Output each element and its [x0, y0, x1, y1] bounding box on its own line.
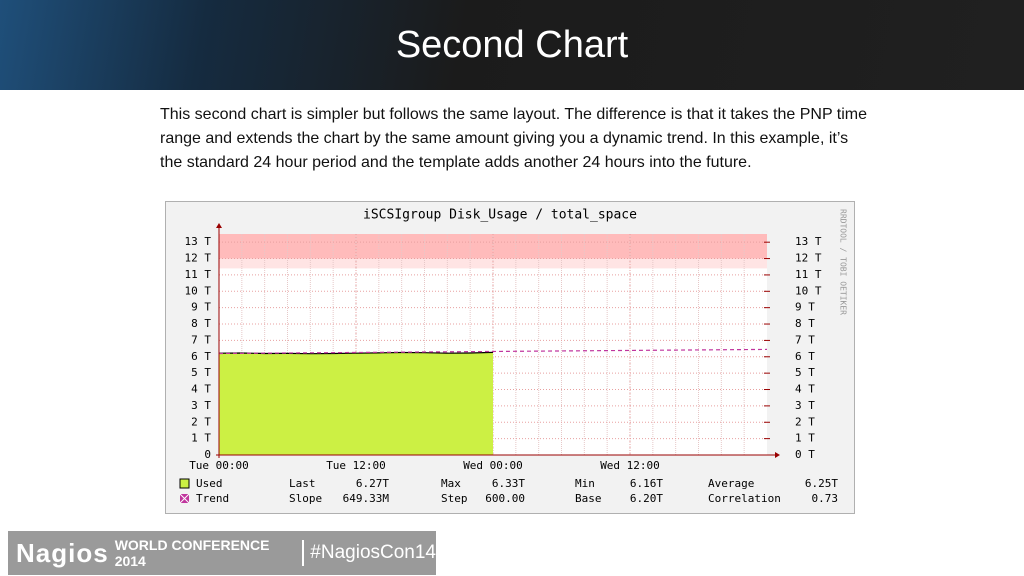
y-tick-label: 7 T: [191, 333, 211, 346]
y2-tick-label: 13 T: [795, 235, 822, 248]
y-tick-label: 3 T: [191, 399, 211, 412]
y-tick-label: 12 T: [185, 252, 212, 265]
y2-tick-label: 0 T: [795, 448, 815, 461]
legend-stat-value: 6.25T: [805, 477, 838, 490]
y-tick-label: 6 T: [191, 350, 211, 363]
y2-tick-label: 4 T: [795, 383, 815, 396]
legend-stat-value: 6.20T: [630, 492, 663, 505]
y2-tick-label: 12 T: [795, 252, 822, 265]
x-tick-label: Tue 12:00: [326, 459, 386, 472]
y-tick-label: 13 T: [185, 235, 212, 248]
legend-stat-value: 649.33M: [343, 492, 390, 505]
y2-tick-label: 9 T: [795, 301, 815, 314]
legend-label: Used: [196, 477, 223, 490]
footer-separator: [302, 540, 305, 566]
legend-swatch-mark: [179, 493, 190, 504]
line: [218, 348, 768, 355]
footer: Nagios WORLD CONFERENCE 2014 #NagiosCon1…: [8, 531, 436, 575]
header: Second Chart: [0, 0, 1024, 90]
y-tick-label: 1 T: [191, 432, 211, 445]
y-tick-label: 2 T: [191, 415, 211, 428]
side-label: RRDTOOL / TOBI OETIKER: [839, 209, 848, 315]
legend-stat-label: Last: [289, 477, 316, 490]
chart: iSCSIgroup Disk_Usage / total_space RRDT…: [165, 201, 855, 514]
y-tick-label: 11 T: [185, 268, 212, 281]
y2-tick-label: 10 T: [795, 284, 822, 297]
paragraph: This second chart is simpler but follows…: [160, 106, 867, 171]
y-tick-label: 5 T: [191, 366, 211, 379]
legend-label: Trend: [196, 492, 229, 505]
legend-stat-label: Correlation: [708, 492, 781, 505]
y2-tick-label: 7 T: [795, 333, 815, 346]
y2-tick-label: 5 T: [795, 366, 815, 379]
footer-hashtag: #NagiosCon14: [310, 542, 436, 563]
x-axis-arrow: [775, 452, 780, 458]
y-tick-label: 0: [204, 448, 211, 461]
y-tick-label: 9 T: [191, 301, 211, 314]
legend-stat-value: 600.00: [485, 492, 525, 505]
legend-stat-value: 0.73: [812, 492, 839, 505]
legend-stat-label: Step: [441, 492, 468, 505]
y2-tick-label: 8 T: [795, 317, 815, 330]
legend-stat-label: Slope: [289, 492, 322, 505]
y-tick-label: 4 T: [191, 383, 211, 396]
y2-tick-label: 1 T: [795, 432, 815, 445]
legend-stat-value: 6.33T: [492, 477, 525, 490]
legend-stat-value: 6.16T: [630, 477, 663, 490]
y2-tick-label: 6 T: [795, 350, 815, 363]
y-tick-label: 10 T: [185, 284, 212, 297]
legend-stat-label: Average: [708, 477, 754, 490]
legend-stat-label: Base: [575, 492, 602, 505]
x-tick-label: Wed 12:00: [600, 459, 660, 472]
threshold-band: [219, 258, 767, 269]
x-tick-label: Tue 00:00: [189, 459, 249, 472]
legend-swatch: [179, 478, 190, 489]
y2-tick-label: 2 T: [795, 415, 815, 428]
slide-title: Second Chart: [395, 24, 629, 66]
footer-brand: Nagios: [16, 537, 109, 568]
y2-tick-label: 11 T: [795, 268, 822, 281]
footer-event: WORLD CONFERENCE 2014: [114, 537, 270, 569]
y-axis-arrow: [216, 223, 222, 228]
legend-stat-value: 6.27T: [356, 477, 389, 490]
y-tick-label: 8 T: [191, 317, 211, 330]
area: [219, 352, 493, 455]
chart-title: iSCSIgroup Disk_Usage / total_space: [363, 208, 637, 223]
y2-tick-label: 3 T: [795, 399, 815, 412]
legend-stat-label: Min: [575, 477, 595, 490]
legend-stat-label: Max: [441, 477, 461, 490]
x-tick-label: Wed 00:00: [463, 459, 523, 472]
